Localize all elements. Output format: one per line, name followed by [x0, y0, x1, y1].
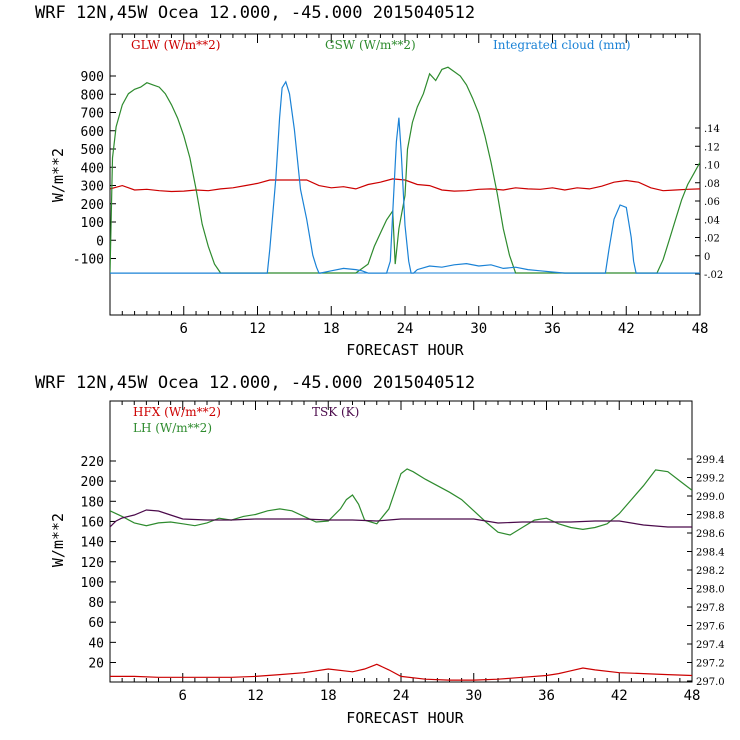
x-tick-label: 12: [247, 688, 264, 704]
y-tick-label: 60: [88, 616, 104, 631]
x-tick-label: 36: [538, 688, 555, 704]
y2-tick-label: 298.4: [696, 548, 725, 559]
y-tick-label: 140: [81, 536, 104, 551]
x-tick-label: 42: [611, 688, 628, 704]
y2-tick-label: 299.2: [696, 474, 725, 485]
y-tick-label: 100: [81, 576, 104, 591]
y-axis-title: W/m**2: [49, 148, 67, 202]
x-axis-title: FORECAST HOUR: [346, 709, 464, 727]
y2-tick-label: -.02: [704, 270, 723, 281]
y2-tick-label: 299.0: [696, 492, 725, 503]
y2-tick-label: .14: [704, 124, 720, 135]
y-tick-label: 20: [88, 657, 104, 672]
y2-tick-label: 299.4: [696, 455, 725, 466]
series-line-integrated: [110, 80, 700, 274]
y-tick-label: 300: [81, 180, 104, 195]
y-tick-label: 160: [81, 515, 104, 530]
chart-title: WRF 12N,45W Ocea 12.000, -45.000 2015040…: [35, 373, 475, 393]
chart-title: WRF 12N,45W Ocea 12.000, -45.000 2015040…: [35, 3, 475, 23]
x-tick-label: 48: [692, 321, 709, 337]
y2-tick-label: .02: [704, 234, 720, 245]
y2-tick-label: 297.2: [696, 659, 725, 670]
y-tick-label: 220: [81, 455, 104, 470]
legend-label: HFX (W/m**2): [133, 405, 221, 419]
x-tick-label: 24: [393, 688, 410, 704]
y-tick-label: 0: [96, 234, 104, 249]
legend-label: Integrated cloud (mm): [493, 38, 631, 52]
x-tick-label: 18: [323, 321, 340, 337]
y-tick-label: 80: [88, 596, 104, 611]
series-line-glw: [110, 178, 700, 193]
legend-label: GSW (W/m**2): [325, 38, 416, 52]
y2-tick-label: 297.8: [696, 603, 725, 614]
y2-tick-label: 0: [704, 252, 710, 263]
series-line-lh: [110, 468, 692, 536]
y-tick-label: 900: [81, 70, 104, 85]
y-tick-label: 200: [81, 198, 104, 213]
plot-frame: [109, 400, 693, 683]
y-tick-label: 800: [81, 88, 104, 103]
y2-tick-label: 297.6: [696, 622, 725, 633]
y-tick-label: 600: [81, 125, 104, 140]
legend-label: LH (W/m**2): [133, 421, 212, 435]
legend-label: GLW (W/m**2): [131, 38, 220, 52]
y2-tick-label: .12: [704, 142, 720, 153]
legend-label: TSK (K): [312, 405, 359, 419]
y2-tick-label: 298.2: [696, 566, 725, 577]
y-axis-title: W/m**2: [49, 513, 67, 567]
x-tick-label: 24: [397, 321, 414, 337]
x-tick-label: 12: [249, 321, 266, 337]
y-tick-label: 400: [81, 161, 104, 176]
x-tick-label: 36: [544, 321, 561, 337]
x-tick-label: 48: [684, 688, 701, 704]
y2-tick-label: .06: [704, 197, 720, 208]
x-tick-label: 18: [320, 688, 337, 704]
y2-tick-label: 298.6: [696, 529, 725, 540]
x-tick-label: 30: [465, 688, 482, 704]
y-tick-label: 120: [81, 556, 104, 571]
x-axis-title: FORECAST HOUR: [346, 341, 464, 359]
y2-tick-label: 297.0: [696, 677, 725, 688]
series-line-gsw: [110, 66, 700, 274]
y-tick-label: 700: [81, 107, 104, 122]
y2-tick-label: .10: [704, 161, 720, 172]
chart-panel-1: WRF 12N,45W Ocea 12.000, -45.000 2015040…: [35, 3, 723, 359]
y-tick-label: 180: [81, 495, 104, 510]
y2-tick-label: 298.0: [696, 585, 725, 596]
series-line-hfx: [110, 663, 692, 681]
y2-tick-label: 298.8: [696, 511, 725, 522]
chart-panel-2: WRF 12N,45W Ocea 12.000, -45.000 2015040…: [35, 373, 725, 727]
y2-tick-label: .04: [704, 215, 720, 226]
y-tick-label: -100: [73, 253, 104, 268]
x-tick-label: 42: [618, 321, 635, 337]
x-tick-label: 30: [470, 321, 487, 337]
x-tick-label: 6: [179, 688, 187, 704]
y-tick-label: 500: [81, 143, 104, 158]
series-line-tsk: [110, 509, 692, 528]
y2-tick-label: 297.4: [696, 640, 725, 651]
y-tick-label: 100: [81, 216, 104, 231]
y-tick-label: 200: [81, 475, 104, 490]
y-tick-label: 40: [88, 636, 104, 651]
y2-tick-label: .08: [704, 179, 720, 190]
x-tick-label: 6: [180, 321, 188, 337]
